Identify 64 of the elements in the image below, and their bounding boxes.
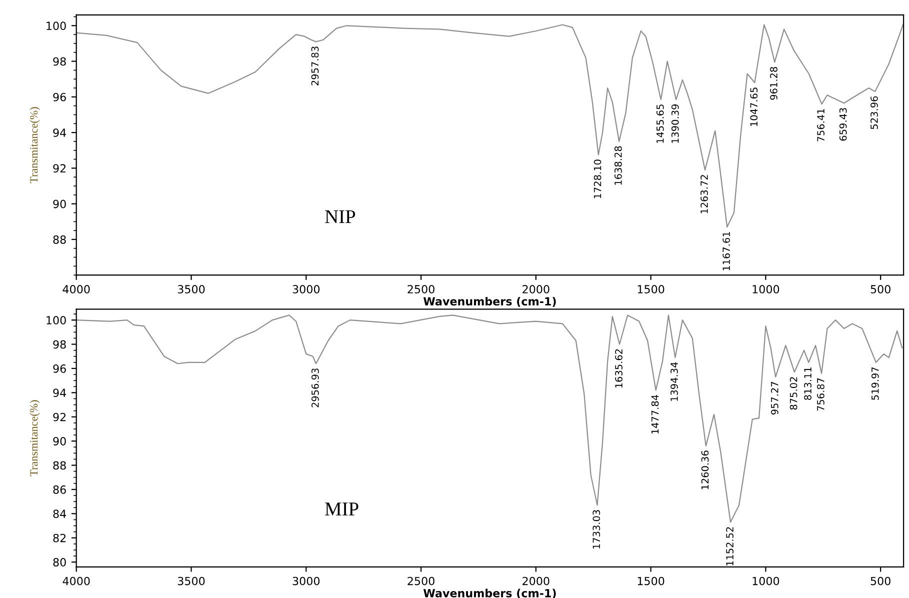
annotation: 523.96 (870, 96, 878, 129)
x-tick-label: 2000 (522, 285, 550, 294)
line-series (76, 23, 904, 228)
annotation: 1390.39 (671, 104, 679, 143)
annotation: 2957.83 (311, 46, 319, 86)
annotation: 1167.61 (722, 232, 730, 270)
y-axis-title: Transmitance(%) (30, 107, 40, 184)
x-tick-label: 3500 (178, 285, 205, 294)
annotation: 961.28 (770, 67, 778, 100)
y-tick-label: 96 (53, 92, 66, 102)
y-tick-label: 96 (53, 364, 66, 373)
x-tick-label: 2000 (522, 576, 550, 586)
annotation: 813.11 (804, 367, 812, 400)
y-tick-label: 90 (53, 200, 66, 208)
annotation: 1733.03 (592, 510, 600, 548)
annotation: 756.41 (817, 109, 824, 142)
y-tick-label: 80 (53, 558, 66, 566)
y-tick-label: 100 (46, 316, 66, 324)
y-tick-label: 84 (53, 510, 66, 518)
y-tick-label: 90 (53, 437, 66, 446)
x-tick-label: 1000 (752, 576, 780, 586)
x-tick-label: 500 (870, 576, 890, 586)
annotation: 1728.10 (594, 160, 602, 198)
y-tick-label: 92 (53, 412, 66, 422)
x-tick-label: 4000 (62, 285, 90, 294)
annotation: 659.43 (839, 108, 847, 141)
annotation: 957.27 (770, 382, 778, 414)
x-tick-label: 3000 (292, 285, 320, 294)
annotation: 756.87 (817, 378, 824, 411)
y-tick-label: 88 (53, 235, 66, 244)
x-tick-label: 2500 (408, 285, 434, 294)
annotation: 519.97 (871, 367, 879, 400)
y-tick-label: 86 (53, 485, 66, 494)
y-tick-label: 94 (53, 128, 66, 137)
y-tick-label: 94 (53, 388, 66, 398)
annotation: 1152.52 (726, 527, 734, 566)
x-tick-label: 1500 (638, 576, 664, 586)
y-tick-label: 92 (53, 164, 66, 173)
annotation: 875.02 (790, 377, 798, 410)
annotation: 1260.36 (701, 450, 709, 490)
x-tick-label: 1500 (638, 285, 664, 294)
annotation: 1455.65 (656, 104, 664, 143)
x-tick-label: 2500 (408, 576, 434, 586)
x-tick-label: 1000 (752, 285, 780, 294)
x-tick-label: 4000 (62, 576, 90, 586)
annotation: 1635.62 (615, 349, 622, 388)
annotation: 1263.72 (700, 175, 708, 214)
y-tick-label: 98 (53, 340, 66, 349)
annotation: 2956.93 (311, 368, 319, 408)
annotation: MIP (325, 502, 358, 516)
y-tick-label: 98 (53, 57, 66, 66)
x-tick-label: 500 (870, 285, 890, 294)
x-axis-title: Wavenumbers (cm-1) (423, 296, 556, 307)
annotation: NIP (325, 210, 356, 224)
x-tick-label: 3500 (178, 576, 205, 586)
annotation: 1394.34 (670, 362, 678, 401)
y-tick-label: 82 (53, 534, 66, 542)
y-tick-label: 88 (53, 461, 66, 470)
y-tick-label: 100 (46, 22, 66, 30)
annotation: 1638.28 (614, 146, 622, 185)
y-axis-title: Transmitance(%) (30, 400, 40, 476)
x-tick-label: 3000 (292, 576, 320, 586)
annotation: 1047.65 (750, 88, 758, 126)
annotation: 1477.84 (651, 394, 659, 434)
